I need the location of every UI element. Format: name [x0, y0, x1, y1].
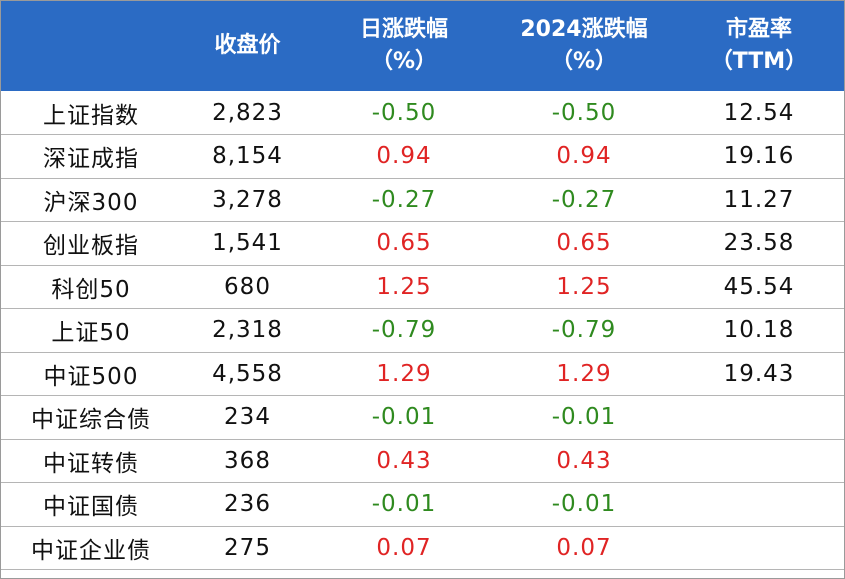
index-name-cell: 上证50: [51, 320, 131, 347]
pe-ratio-cell: 19.43: [723, 360, 795, 387]
header-index: [1, 1, 181, 91]
ytd-change-cell: 0.65: [556, 230, 612, 257]
ytd-change-cell: -0.01: [551, 404, 617, 431]
index-name-cell: 中证500: [43, 363, 139, 390]
table-row: 中证国债 236 -0.01 -0.01: [1, 483, 844, 527]
pe-ratio-cell: [674, 396, 844, 440]
index-name-cell: 上证指数: [43, 102, 139, 129]
index-name-cell: 中证综合债: [31, 407, 151, 434]
pe-ratio-cell: 45.54: [723, 273, 795, 300]
ytd-change-cell: -0.79: [551, 317, 617, 344]
close-price-cell: 8,154: [212, 143, 283, 170]
header-daily-change-unit: （%）: [370, 49, 438, 74]
ytd-change-cell: -0.01: [551, 491, 617, 518]
pe-ratio-cell: 11.27: [723, 186, 795, 213]
pe-ratio-cell: [674, 526, 844, 570]
ytd-change-cell: -0.50: [551, 99, 617, 126]
header-close-label: 收盘价: [214, 33, 281, 58]
daily-change-cell: -0.27: [371, 186, 437, 213]
header-ytd-change-label: 2024涨跌幅: [520, 17, 648, 42]
daily-change-cell: -0.01: [371, 404, 437, 431]
close-price-cell: 234: [224, 404, 271, 431]
pe-ratio-cell: [674, 483, 844, 527]
pe-ratio-cell: 12.54: [723, 99, 795, 126]
table-header-row: 收盘价 日涨跌幅 （%） 2024涨跌幅 （%） 市盈率 （TTM）: [1, 1, 844, 91]
header-pe-label: 市盈率: [725, 17, 792, 42]
daily-change-cell: 1.29: [376, 360, 432, 387]
close-price-cell: 368: [224, 447, 271, 474]
table-row: 科创50 680 1.25 1.25 45.54: [1, 265, 844, 309]
index-name-cell: 深证成指: [43, 146, 139, 173]
daily-change-cell: -0.01: [371, 491, 437, 518]
table-body: 上证指数 2,823 -0.50 -0.50 12.54 深证成指 8,154 0.94 0.9…: [1, 91, 844, 570]
close-price-cell: 2,318: [212, 317, 283, 344]
daily-change-cell: 0.65: [376, 230, 432, 257]
ytd-change-cell: 1.29: [556, 360, 612, 387]
header-ytd-change: 2024涨跌幅 （%）: [494, 1, 674, 91]
daily-change-cell: 0.43: [376, 447, 432, 474]
index-name-cell: 创业板指: [43, 233, 139, 260]
index-name-cell: 中证企业债: [31, 537, 151, 564]
daily-change-cell: 0.94: [376, 143, 432, 170]
ytd-change-cell: 0.43: [556, 447, 612, 474]
table-row: 上证指数 2,823 -0.50 -0.50 12.54: [1, 91, 844, 135]
header-ytd-change-unit: （%）: [550, 49, 618, 74]
close-price-cell: 2,823: [212, 99, 283, 126]
ytd-change-cell: 1.25: [556, 273, 612, 300]
table-row: 沪深300 3,278 -0.27 -0.27 11.27: [1, 178, 844, 222]
pe-ratio-cell: 23.58: [723, 230, 795, 257]
close-price-cell: 1,541: [212, 230, 283, 257]
table-row: 中证综合债 234 -0.01 -0.01: [1, 396, 844, 440]
pe-ratio-cell: [674, 439, 844, 483]
ytd-change-cell: 0.94: [556, 143, 612, 170]
close-price-cell: 275: [224, 534, 271, 561]
header-close: 收盘价: [181, 1, 314, 91]
close-price-cell: 3,278: [212, 186, 283, 213]
header-pe: 市盈率 （TTM）: [674, 1, 844, 91]
ytd-change-cell: 0.07: [556, 534, 612, 561]
table-row: 中证500 4,558 1.29 1.29 19.43: [1, 352, 844, 396]
index-name-cell: 中证转债: [43, 450, 139, 477]
daily-change-cell: -0.79: [371, 317, 437, 344]
table-row: 中证企业债 275 0.07 0.07: [1, 526, 844, 570]
daily-change-cell: 1.25: [376, 273, 432, 300]
index-name-cell: 中证国债: [43, 494, 139, 521]
close-price-cell: 236: [224, 491, 271, 518]
header-daily-change-label: 日涨跌幅: [359, 17, 448, 42]
close-price-cell: 4,558: [212, 360, 283, 387]
ytd-change-cell: -0.27: [551, 186, 617, 213]
daily-change-cell: -0.50: [371, 99, 437, 126]
header-pe-unit: （TTM）: [710, 49, 808, 74]
table-row: 上证50 2,318 -0.79 -0.79 10.18: [1, 309, 844, 352]
daily-change-cell: 0.07: [376, 534, 432, 561]
table-row: 中证转债 368 0.43 0.43: [1, 439, 844, 483]
index-name-cell: 科创50: [51, 276, 131, 303]
header-daily-change: 日涨跌幅 （%）: [314, 1, 494, 91]
pe-ratio-cell: 10.18: [723, 317, 795, 344]
table-row: 深证成指 8,154 0.94 0.94 19.16: [1, 135, 844, 178]
close-price-cell: 680: [224, 273, 271, 300]
table-row: 创业板指 1,541 0.65 0.65 23.58: [1, 222, 844, 265]
pe-ratio-cell: 19.16: [723, 143, 795, 170]
index-name-cell: 沪深300: [43, 189, 139, 216]
